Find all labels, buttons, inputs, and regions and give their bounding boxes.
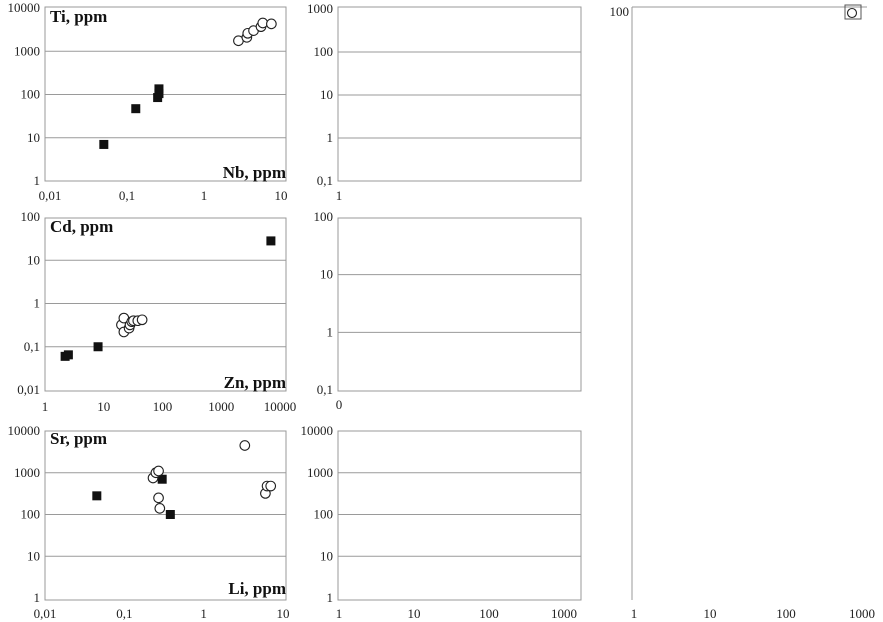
x-tick-label: 1000 bbox=[551, 606, 577, 621]
data-point-square bbox=[154, 89, 164, 99]
x-tick-label: 0,1 bbox=[116, 606, 132, 621]
data-point-square bbox=[63, 350, 73, 360]
y-tick-label: 100 bbox=[21, 507, 41, 522]
x-tick-label: 100 bbox=[153, 399, 173, 414]
data-point-circle bbox=[154, 503, 166, 514]
y-tick-label: 100 bbox=[21, 87, 41, 102]
x-tick-label: 1 bbox=[336, 606, 343, 621]
y-tick-label: 1000 bbox=[307, 465, 333, 480]
y-axis-title: Ti, ppm bbox=[50, 7, 107, 26]
data-point-square bbox=[99, 139, 109, 149]
chart-panel-2: 0,01 0,1 1 10 100 1 10 100 1000 10000 Cd, ppm Zn, p… bbox=[17, 209, 296, 414]
y-tick-label: 1 bbox=[327, 130, 334, 145]
x-tick-label: 1 bbox=[200, 606, 207, 621]
x-axis-title: Nb, ppm bbox=[223, 163, 286, 182]
y-tick-label: 1 bbox=[34, 590, 41, 605]
chart-panel-1: 1 10 100 1000 10000 0,01 0,1 1 10 Ti, ppm Nb, ppm bbox=[8, 0, 288, 203]
x-tick-label: 10 bbox=[97, 399, 110, 414]
x-axis-title: Zn, ppm bbox=[224, 373, 286, 392]
y-tick-label: 0,01 bbox=[17, 382, 40, 397]
data-point-circle bbox=[846, 7, 858, 19]
plot-frame bbox=[44, 430, 287, 601]
y-tick-label: 10000 bbox=[8, 423, 41, 438]
data-point-circle bbox=[136, 314, 148, 326]
y-tick-label: 100 bbox=[314, 507, 334, 522]
x-tick-label: 100 bbox=[479, 606, 499, 621]
legend-box-fragment bbox=[844, 4, 862, 20]
chart-panel-7: 100 1 10 100 1000 bbox=[610, 4, 876, 621]
chart-panel-3: 1 10 100 1000 10000 0,01 0,1 1 10 Sr, ppm Li, ppm bbox=[8, 423, 290, 621]
x-tick-label: 1 bbox=[336, 188, 343, 203]
y-axis-title: Sr, ppm bbox=[50, 429, 107, 448]
y-tick-label: 10 bbox=[27, 548, 40, 563]
data-point-circle bbox=[266, 18, 277, 30]
y-tick-label: 10000 bbox=[8, 0, 41, 15]
plot-frame bbox=[337, 6, 582, 182]
y-tick-label: 10 bbox=[27, 130, 40, 145]
y-tick-label: 1000 bbox=[307, 1, 333, 16]
chart-panel-5: 0,1 1 10 100 0 bbox=[314, 209, 582, 412]
y-tick-label: 1 bbox=[34, 173, 41, 188]
data-point-square bbox=[157, 474, 167, 484]
data-point-circle bbox=[153, 492, 164, 504]
y-tick-label: 1 bbox=[34, 296, 41, 311]
y-tick-label: 100 bbox=[610, 4, 630, 19]
x-tick-label: 1000 bbox=[849, 606, 875, 621]
plot-frame bbox=[44, 217, 287, 392]
data-point-square bbox=[266, 236, 276, 246]
data-point-square bbox=[154, 84, 164, 94]
x-tick-label: 0,01 bbox=[34, 606, 57, 621]
y-tick-label: 0,1 bbox=[317, 382, 333, 397]
x-tick-label: 1 bbox=[201, 188, 208, 203]
data-point-circle bbox=[153, 465, 164, 477]
y-tick-label: 10000 bbox=[301, 423, 334, 438]
y-tick-label: 0,1 bbox=[24, 339, 40, 354]
x-tick-label: 0,1 bbox=[119, 188, 135, 203]
plot-frame bbox=[337, 430, 582, 601]
x-tick-label: 10 bbox=[275, 188, 288, 203]
y-tick-label: 1 bbox=[327, 590, 334, 605]
y-tick-label: 1000 bbox=[14, 43, 40, 58]
x-tick-label: 10 bbox=[277, 606, 290, 621]
x-tick-label: 10 bbox=[408, 606, 421, 621]
x-tick-label: 0 bbox=[336, 397, 343, 412]
y-tick-label: 10 bbox=[320, 267, 333, 282]
y-tick-label: 100 bbox=[314, 44, 334, 59]
x-tick-label: 1 bbox=[42, 399, 49, 414]
x-tick-label: 0,01 bbox=[39, 188, 62, 203]
data-point-square bbox=[93, 342, 103, 352]
y-tick-label: 1 bbox=[327, 324, 334, 339]
y-tick-label: 10 bbox=[27, 252, 40, 267]
data-point-square bbox=[92, 491, 102, 501]
y-tick-label: 0,1 bbox=[317, 173, 333, 188]
y-tick-label: 100 bbox=[314, 209, 334, 224]
x-axis-title: Li, ppm bbox=[228, 579, 286, 598]
x-tick-label: 1000 bbox=[208, 399, 234, 414]
data-point-circle bbox=[265, 480, 277, 492]
x-tick-label: 1 bbox=[631, 606, 638, 621]
plot-frame bbox=[337, 217, 582, 392]
y-tick-label: 10 bbox=[320, 548, 333, 563]
y-tick-label: 100 bbox=[21, 209, 41, 224]
data-point-square bbox=[131, 104, 141, 114]
x-tick-label: 100 bbox=[776, 606, 796, 621]
y-tick-label: 1000 bbox=[14, 465, 40, 480]
x-tick-label: 10000 bbox=[264, 399, 297, 414]
x-tick-label: 10 bbox=[704, 606, 717, 621]
y-tick-label: 10 bbox=[320, 87, 333, 102]
data-point-circle bbox=[239, 440, 251, 451]
y-axis-title: Cd, ppm bbox=[50, 217, 113, 236]
data-point-square bbox=[165, 510, 175, 519]
chart-panel-6: 1 10 100 1000 10000 1 10 100 1000 bbox=[301, 423, 582, 621]
